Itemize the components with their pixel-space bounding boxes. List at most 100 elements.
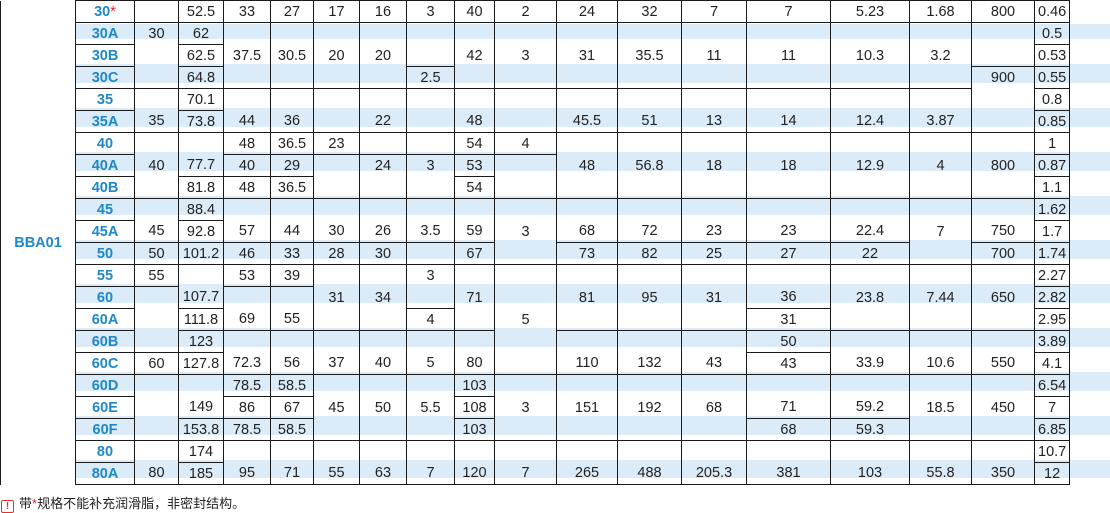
cell: 3: [494, 44, 557, 67]
cell: 88.4: [178, 198, 224, 221]
cell: 101.2: [178, 242, 224, 265]
cell: 35: [134, 110, 179, 133]
cell: 71: [270, 462, 314, 485]
cell: [359, 198, 407, 221]
cell: 6.85: [1033, 418, 1071, 441]
cell: [313, 66, 360, 89]
cell: 78.5: [223, 418, 271, 441]
spec-table: BBA01 30* 52.5 33 27 17 16 3 40 2 24 32 7 7 5.23 1.68 80…: [0, 0, 1071, 485]
model-code: 60E: [75, 396, 135, 419]
cell: [494, 352, 557, 375]
cell: 44: [270, 220, 314, 243]
cell: [178, 264, 224, 287]
cell: 40: [454, 0, 495, 23]
cell: [134, 286, 179, 309]
cell: 108: [454, 396, 495, 419]
cell: 107.7: [178, 286, 224, 309]
cell: [830, 264, 910, 287]
cell: [454, 440, 495, 463]
cell: [746, 132, 831, 155]
cell: 63: [359, 462, 407, 485]
cell: 4.1: [1033, 352, 1071, 375]
cell: [313, 198, 360, 221]
cell: [909, 22, 972, 45]
model-code: 40: [75, 132, 135, 155]
cell: 5.5: [406, 396, 455, 419]
cell: 7: [494, 462, 557, 485]
cell: 23.8: [830, 286, 910, 309]
cell: [617, 374, 682, 397]
cell: 2.27: [1033, 264, 1071, 287]
cell: 103: [454, 418, 495, 441]
table-row: 35 70.1 0.8: [1, 88, 1071, 111]
cell: [909, 418, 972, 441]
cell: [406, 88, 455, 111]
cell: [971, 308, 1035, 331]
footnote-prefix: 带: [19, 496, 33, 511]
cell: [454, 308, 495, 331]
cell: [406, 198, 455, 221]
model-code-text: 50: [96, 245, 114, 262]
table-row: 50 50 101.2 46 33 28 30 67 73 82 25 27 22 700 1.74: [1, 242, 1071, 265]
model-code: 30C: [75, 66, 135, 89]
cell: 24: [359, 154, 407, 177]
table-row: 60C 60 127.8 72.3 56 37 40 5 80 110 132 43 43 33.9 10.…: [1, 352, 1071, 375]
model-code: 55: [75, 264, 135, 287]
cell: [494, 176, 557, 199]
table-row: 35A 35 73.8 44 36 22 48 45.5 51 13 14 12.4 3.87 0.85: [1, 110, 1071, 133]
cell: 381: [746, 462, 831, 485]
cell: [494, 418, 557, 441]
cell: [556, 88, 618, 111]
cell: 11: [746, 44, 831, 67]
cell: 40: [223, 154, 271, 177]
cell: 0.8: [1033, 88, 1071, 111]
cell: [556, 66, 618, 89]
cell: [359, 374, 407, 397]
cell: 48: [454, 110, 495, 133]
cell: [359, 132, 407, 155]
model-code: 80: [75, 440, 135, 463]
model-code-text: 80: [96, 443, 114, 460]
cell: 3.2: [909, 44, 972, 67]
cell: [359, 418, 407, 441]
cell: 72: [617, 220, 682, 243]
cell: [406, 22, 455, 45]
cell: 2.5: [406, 66, 455, 89]
cell: 23: [681, 220, 747, 243]
cell: 45: [313, 396, 360, 419]
cell: 185: [178, 462, 224, 485]
cell: 36.5: [270, 132, 314, 155]
table-row: 30C 64.8 2.5 900 0.55: [1, 66, 1071, 89]
cell: 800: [971, 154, 1035, 177]
cell: 48: [223, 176, 271, 199]
table-row: 45 88.4 1.62: [1, 198, 1071, 221]
cell: 350: [971, 462, 1035, 485]
cell: 1.1: [1033, 176, 1071, 199]
cell: [223, 198, 271, 221]
cell: 69: [223, 308, 271, 331]
cell: 56: [270, 352, 314, 375]
cell: 36.5: [270, 176, 314, 199]
cell: 71: [746, 396, 831, 419]
cell: 30.5: [270, 44, 314, 67]
cell: 7: [909, 220, 972, 243]
cell: [681, 374, 747, 397]
cell: [494, 374, 557, 397]
cell: 123: [178, 330, 224, 353]
cell: 12.9: [830, 154, 910, 177]
cell: [359, 330, 407, 353]
cell: 10.7: [1033, 440, 1071, 463]
cell: [494, 154, 557, 177]
model-code-text: 30A: [91, 25, 119, 42]
cell: 34: [359, 286, 407, 309]
table-row: 80A 80 185 95 71 55 63 7 120 7 265 488 205.3 381 103 55…: [1, 462, 1071, 485]
cell: 11: [681, 44, 747, 67]
cell: 7: [681, 0, 747, 23]
cell: [406, 330, 455, 353]
cell: 3.87: [909, 110, 972, 133]
cell: 81: [556, 286, 618, 309]
cell: 22.4: [830, 220, 910, 243]
cell: 12.4: [830, 110, 910, 133]
cell: 700: [971, 242, 1035, 265]
